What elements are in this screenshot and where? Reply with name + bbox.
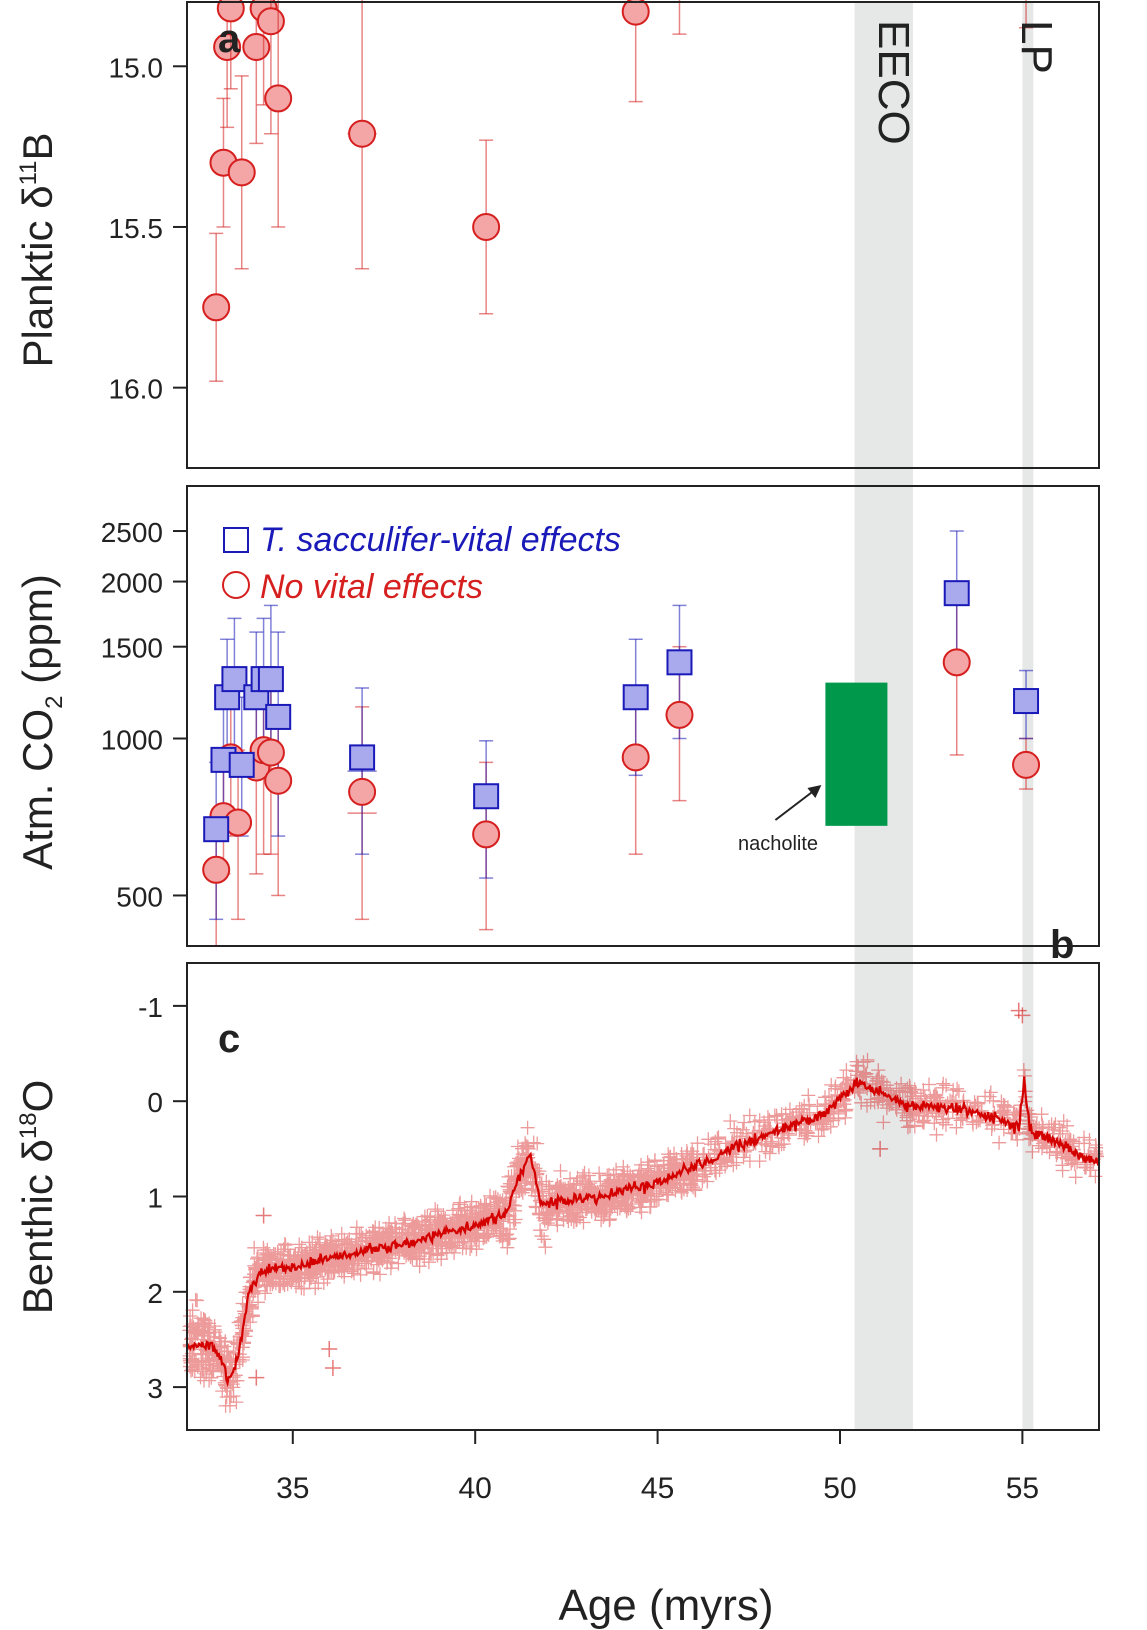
y-tick-label: 1000 [101, 725, 163, 756]
data-point-circle [621, 743, 650, 772]
y-tick-label: 0 [147, 1087, 163, 1118]
y-title-a: Planktic δ11B [14, 132, 61, 367]
legend-entry-1-label: T. sacculifer-vital effects [260, 521, 621, 559]
data-point-circle [202, 293, 231, 322]
nacholite-label: nacholite [738, 833, 818, 855]
y-tick-label: -1 [138, 992, 163, 1023]
y-title-c: Benthic δ18O [14, 1080, 61, 1315]
data-point-circle [264, 766, 293, 795]
panel-c [182, 1002, 1104, 1413]
panel-frames: 14.014.515.015.516.05001000150020002500-… [101, 1, 1100, 1431]
x-tick-label: 50 [823, 1472, 856, 1505]
y-tick-label: 16.0 [109, 374, 164, 405]
y-tick-label: 15.0 [109, 52, 164, 83]
panel-b [202, 530, 1041, 947]
panel-b-label: b [1050, 923, 1074, 967]
panel-frame-b [186, 485, 1100, 947]
data-point-square [257, 666, 284, 693]
data-point-circle [256, 738, 285, 767]
data-point-square [622, 684, 649, 711]
data-point-square [265, 703, 292, 730]
panel-frame-a [186, 1, 1100, 469]
data-point-circle [256, 7, 285, 36]
d18o-smoothed-line [185, 1076, 1100, 1388]
data-point-circle [1012, 750, 1041, 779]
x-tick-label: 40 [459, 1472, 492, 1505]
lp-label: LP [1012, 20, 1061, 74]
d18o-outlier [1010, 1002, 1027, 1019]
y-tick-label: 3 [147, 1373, 163, 1404]
x-axis: 35 40 45 50 55 [276, 1430, 1039, 1505]
data-point-circle [348, 119, 377, 148]
y-tick-label: 15.5 [109, 213, 164, 244]
data-point-square [473, 783, 500, 810]
d18o-outlier [324, 1360, 341, 1377]
panel-a [202, 0, 1034, 382]
panel-a-label: a [218, 17, 241, 61]
d18o-outlier [872, 1140, 889, 1157]
y-title-b: Atm. CO2 (ppm) [14, 574, 68, 870]
d18o-outlier [321, 1340, 338, 1357]
d18o-outlier [255, 1207, 272, 1224]
legend-circle-marker [222, 571, 250, 599]
data-point-square [943, 580, 970, 607]
y-tick-label: 2000 [101, 568, 163, 599]
data-point-square [349, 744, 376, 771]
data-point-square [1013, 688, 1040, 715]
data-point-circle [348, 777, 377, 806]
y-tick-label: 1 [147, 1183, 163, 1214]
data-point-square [203, 816, 230, 843]
data-point-circle [227, 158, 256, 187]
nacholite-box [825, 682, 888, 826]
x-tick-label: 35 [276, 1472, 309, 1505]
y-tick-label: 1500 [101, 633, 163, 664]
data-point-circle [213, 32, 242, 61]
nacholite-arrow-head [807, 785, 822, 798]
legend-entry-2-label: No vital effects [260, 568, 483, 606]
eeco-label: EECO [869, 20, 918, 145]
data-point-circle [665, 700, 694, 729]
data-point-circle [242, 32, 271, 61]
x-tick-label: 55 [1006, 1472, 1039, 1505]
data-point-circle [472, 820, 501, 849]
x-tick-label: 45 [641, 1472, 674, 1505]
data-point-square [228, 751, 255, 778]
nacholite-arrow [774, 787, 819, 821]
legend-square-marker [223, 527, 249, 553]
shade-lp [1022, 2, 1034, 1430]
data-point-circle [472, 212, 501, 241]
data-point-square [221, 666, 248, 693]
x-axis-title: Age (myrs) [558, 1581, 773, 1630]
d18o-outlier [248, 1369, 265, 1386]
y-tick-label: 2500 [101, 517, 163, 548]
data-point-circle [942, 648, 971, 677]
data-point-circle [264, 84, 293, 113]
y-tick-label: 500 [116, 881, 163, 912]
data-point-circle [202, 855, 231, 884]
data-point-circle [216, 0, 245, 23]
panel-c-label: c [218, 1017, 240, 1061]
legend: T. sacculifer-vital effects No vital eff… [222, 521, 621, 606]
data-point-circle [621, 0, 650, 26]
y-tick-label: 2 [147, 1278, 163, 1309]
data-point-square [666, 649, 693, 676]
